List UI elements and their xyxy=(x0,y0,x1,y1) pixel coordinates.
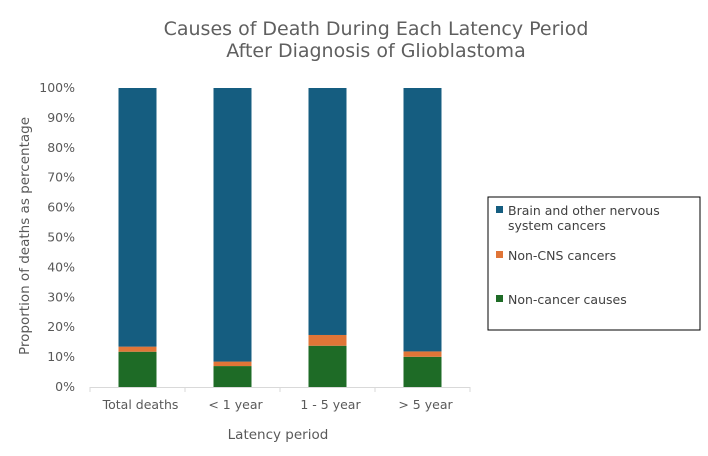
x-tick-label: 1 - 5 year xyxy=(300,397,361,412)
legend-swatch xyxy=(496,251,503,258)
bar-segment-brain-and-other-nervous-system-cancers xyxy=(308,88,347,335)
chart-title: Causes of Death During Each Latency Peri… xyxy=(164,18,589,62)
bar-segment-non-cancer-causes xyxy=(213,366,252,387)
legend-label: Brain and other nervous xyxy=(508,203,660,218)
bar-segment-non-cancer-causes xyxy=(403,356,442,387)
legend-swatch xyxy=(496,295,503,302)
legend-box xyxy=(487,196,701,331)
y-tick-label: 0% xyxy=(55,379,75,394)
bar-segment-non-cns-cancers xyxy=(118,346,157,352)
x-axis-label: Latency period xyxy=(228,427,329,443)
y-tick-label: 20% xyxy=(47,319,75,334)
y-tick-label: 100% xyxy=(39,80,75,95)
bar-segment-non-cns-cancers xyxy=(213,361,252,367)
y-tick-label: 50% xyxy=(47,230,75,245)
bar-segment-non-cancer-causes xyxy=(308,345,347,387)
x-tick-label: < 1 year xyxy=(208,397,263,412)
legend-swatch xyxy=(496,206,503,213)
x-axis-ticks: Total deaths < 1 year 1 - 5 year > 5 year xyxy=(102,397,454,412)
y-tick-label: 90% xyxy=(47,110,75,125)
bar-segment-non-cns-cancers xyxy=(403,351,442,357)
chart-title-line-1: Causes of Death During Each Latency Peri… xyxy=(164,18,589,40)
legend-label: system cancers xyxy=(508,218,606,233)
bar-segment-non-cancer-causes xyxy=(118,351,157,387)
y-tick-label: 80% xyxy=(47,140,75,155)
y-tick-label: 10% xyxy=(47,349,75,364)
y-tick-label: 70% xyxy=(47,170,75,185)
legend-label: Non-cancer causes xyxy=(508,292,627,307)
y-tick-label: 60% xyxy=(47,200,75,215)
bar-segment-brain-and-other-nervous-system-cancers xyxy=(118,88,157,347)
y-axis-ticks: 0% 10% 20% 30% 40% 50% 60% 70% 80% 90% 100% xyxy=(39,80,75,394)
y-axis-label: Proportion of deaths as percentage xyxy=(17,117,33,355)
y-tick-label: 30% xyxy=(47,289,75,304)
bar-segment-brain-and-other-nervous-system-cancers xyxy=(213,88,252,362)
bar-segment-brain-and-other-nervous-system-cancers xyxy=(403,88,442,352)
x-tick-label: > 5 year xyxy=(398,397,453,412)
bar-segment-non-cns-cancers xyxy=(308,334,347,346)
x-tick-label: Total deaths xyxy=(102,397,179,412)
x-axis xyxy=(89,387,471,392)
bars xyxy=(118,88,442,387)
chart-title-line-2: After Diagnosis of Glioblastoma xyxy=(226,40,525,62)
y-tick-label: 40% xyxy=(47,259,75,274)
legend-label: Non-CNS cancers xyxy=(508,248,616,263)
